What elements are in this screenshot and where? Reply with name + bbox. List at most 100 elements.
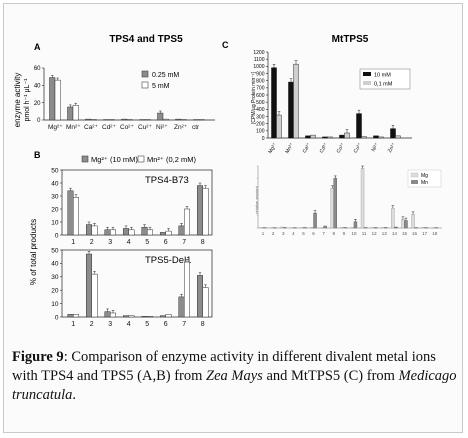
panel-b-label: B xyxy=(34,150,41,160)
panel-c-label: C xyxy=(222,40,229,50)
c-bottom-bar-2 xyxy=(384,227,388,229)
c-top-ytick-label: 900 xyxy=(256,71,265,77)
b-bottom-bar-1 xyxy=(141,316,148,318)
c-bottom-category-label: 1 xyxy=(262,231,265,236)
b-bottom-bar-1 xyxy=(123,315,129,318)
panel-a-label: A xyxy=(34,42,41,52)
c-top-bar-1 xyxy=(356,113,362,139)
c-top-bar-2 xyxy=(310,134,316,139)
c-top-bar-2 xyxy=(327,136,333,139)
b-bottom-bar-1 xyxy=(86,253,92,318)
c-bottom-category-label: 4 xyxy=(292,231,295,236)
c-bottom-category-label: 16 xyxy=(412,231,418,236)
c-top-bar-1 xyxy=(322,136,328,139)
c-top-bar-1 xyxy=(288,81,294,139)
c-bottom-category-label: 18 xyxy=(432,231,438,236)
b-bottom-category-label: 1 xyxy=(71,321,75,328)
c-bottom-category-label: 5 xyxy=(302,231,305,236)
a-category-label: Mg²⁺ xyxy=(48,124,63,131)
b-top-bar-2 xyxy=(165,230,172,236)
c-top-category-label: Ni²⁺ xyxy=(371,142,381,153)
panel-b-legend-swatch-1 xyxy=(81,155,89,163)
c-bottom-bar-1 xyxy=(340,227,345,229)
c-top-bar-2 xyxy=(395,135,401,139)
b-top-bar-1 xyxy=(86,224,92,236)
c-bottom-category-label: 8 xyxy=(332,231,335,236)
a-ytick-label: 0 xyxy=(37,118,41,124)
b-bottom-bar-2 xyxy=(165,314,172,318)
a-category-label: Ni²⁺ xyxy=(156,124,168,131)
a-bar-1 xyxy=(49,77,56,121)
b-bottom-bar-2 xyxy=(147,316,153,318)
b-bottom-bar-2 xyxy=(91,273,98,318)
c-bottom-bar-2 xyxy=(333,178,337,229)
c-top-category-label: Zn²⁺ xyxy=(387,142,397,154)
panel-c-bottom-legend-swatch-2 xyxy=(411,180,418,184)
b-bottom-bar-2 xyxy=(184,261,190,318)
c-bottom-bar-2 xyxy=(353,221,358,229)
panel-a-ylabel-2: pmol h⁻¹ μL⁻¹ xyxy=(24,78,31,122)
c-top-category-label: Mn²⁺ xyxy=(284,142,295,155)
panel-c-legend-swatch-1 xyxy=(363,72,371,76)
b-top-bar-1 xyxy=(141,226,148,236)
b-top-bar-1 xyxy=(67,190,74,236)
panel-b-ylabel: % of total products xyxy=(29,219,38,285)
caption-text-1: : Comparison of enzyme activity in diffe… xyxy=(12,349,436,384)
panel-b-bottom-title: TPS5-Del1 xyxy=(145,255,191,266)
panel-a-legend-swatch-2 xyxy=(141,81,149,89)
a-bar-1 xyxy=(121,118,128,121)
c-top-bar-2 xyxy=(344,132,350,139)
c-top-bar-2 xyxy=(293,63,299,139)
a-category-label: Cu²⁺ xyxy=(138,124,152,131)
c-bottom-category-label: 15 xyxy=(402,231,408,236)
c-bottom-bar-2 xyxy=(363,227,368,229)
a-category-label: Cd²⁺ xyxy=(102,124,116,131)
b-bottom-category-label: 8 xyxy=(201,321,205,328)
c-bottom-bar-2 xyxy=(373,227,378,229)
b-bottom-bar-1 xyxy=(67,314,74,318)
b-bottom-ytick-label: 10 xyxy=(51,301,59,308)
panel-c-legend-swatch-2 xyxy=(363,81,371,85)
b-bottom-category-label: 3 xyxy=(108,321,112,328)
b-top-ytick-label: 30 xyxy=(51,193,59,200)
a-bar-1 xyxy=(157,112,164,121)
panel-a-legend-label-2: 5 mM xyxy=(152,83,170,90)
a-ytick-label: 60 xyxy=(34,66,41,72)
c-top-ytick-label: 100 xyxy=(256,129,265,135)
c-bottom-bar-1 xyxy=(280,226,284,229)
panel-a-legend-swatch-1 xyxy=(141,70,149,78)
c-bottom-bar-2 xyxy=(283,227,287,229)
b-top-bar-1 xyxy=(178,225,185,236)
panel-a-title: TPS4 and TPS5 xyxy=(109,34,183,45)
b-bottom-category-label: 6 xyxy=(164,321,168,328)
b-top-category-label: 5 xyxy=(145,239,149,246)
c-top-ytick-label: 600 xyxy=(256,93,265,99)
c-bottom-bar-1 xyxy=(330,188,334,229)
b-top-category-label: 1 xyxy=(71,239,75,246)
b-top-bar-1 xyxy=(160,232,166,236)
b-bottom-bar-1 xyxy=(197,275,203,318)
b-bottom-ytick-label: 40 xyxy=(51,261,59,268)
c-top-ytick-label: 500 xyxy=(256,100,265,106)
c-bottom-bar-1 xyxy=(360,168,365,229)
b-top-bar-2 xyxy=(73,197,79,236)
caption-text-2: and MtTPS5 (C) from xyxy=(262,368,399,384)
b-top-category-label: 3 xyxy=(108,239,112,246)
c-bottom-category-label: 2 xyxy=(272,231,275,236)
panel-c-legend-label-1: 10 mM xyxy=(374,73,391,79)
b-bottom-bar-2 xyxy=(128,315,135,318)
caption-text-3: . xyxy=(72,387,77,403)
b-top-bar-2 xyxy=(147,229,153,236)
panel-c-bottom-ylabel: relative amount xyxy=(254,185,259,213)
b-top-category-label: 7 xyxy=(182,239,186,246)
panel-c-ylabel: [CPM/µg Protein min⁻¹] xyxy=(251,71,257,124)
a-category-label: Zn²⁺ xyxy=(174,124,188,131)
c-top-bar-2 xyxy=(378,136,384,139)
panel-b-legend-label-1: Mg²⁺ (10 mM) xyxy=(91,155,138,164)
b-top-bar-2 xyxy=(184,208,190,236)
a-category-label: Co²⁺ xyxy=(120,124,134,131)
c-bottom-bar-2 xyxy=(414,227,418,229)
c-top-ytick-label: 700 xyxy=(256,86,265,92)
caption-label: Figure 9 xyxy=(12,349,64,365)
